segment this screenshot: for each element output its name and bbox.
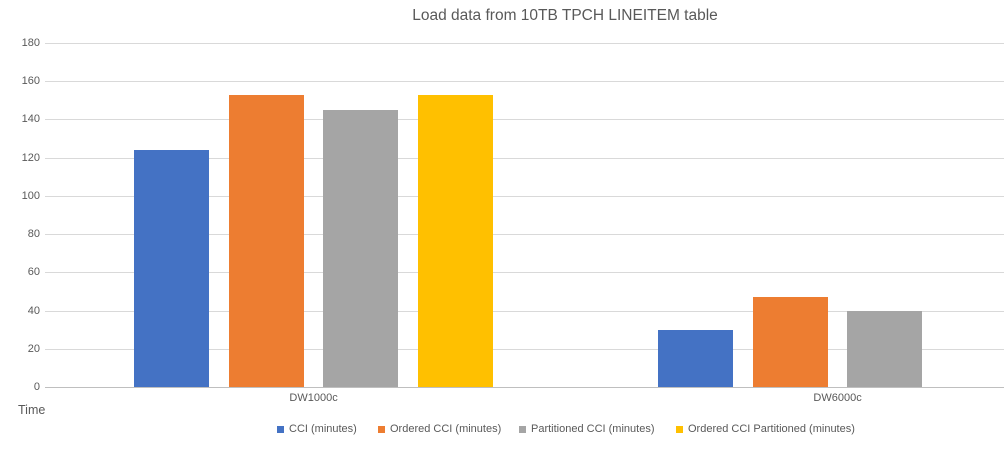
gridline-60: [45, 272, 1004, 274]
bar-DW6000c-ordered-cci-minutes-: [752, 297, 828, 387]
y-tick-label-140: 140: [21, 113, 40, 126]
gridline-160: [45, 81, 1004, 83]
legend-label: Partitioned CCI (minutes): [531, 423, 655, 435]
category-label-DW6000c: DW6000c: [813, 392, 862, 404]
gridline-40: [45, 310, 1004, 312]
y-tick-label-120: 120: [21, 151, 40, 164]
category-label-DW1000c: DW1000c: [289, 392, 338, 404]
y-tick-label-160: 160: [21, 75, 40, 88]
y-tick-label-180: 180: [21, 37, 40, 49]
y-axis-title: Time: [18, 403, 46, 417]
legend-marker-icon: [378, 425, 385, 433]
y-tick-label-60: 60: [27, 266, 40, 279]
chart-title: Load data from 10TB TPCH LINEITEM table: [412, 7, 718, 24]
legend-marker-icon: [676, 425, 683, 433]
legend-label: Ordered CCI Partitioned (minutes): [688, 423, 855, 435]
bar-DW1000c-ordered-cci-minutes-: [228, 94, 304, 387]
legend-item-1: CCI (minutes): [277, 421, 357, 437]
x-axis-line: [45, 387, 1004, 388]
bar-DW1000c-cci-minutes-: [134, 150, 209, 387]
y-tick-label-100: 100: [21, 189, 40, 202]
gridline-80: [45, 234, 1004, 236]
gridline-140: [45, 119, 1004, 121]
y-tick-label-20: 20: [27, 342, 40, 355]
legend-item-3: Partitioned CCI (minutes): [519, 421, 655, 437]
gridline-20: [45, 348, 1004, 350]
gridline-100: [45, 195, 1004, 197]
gridline-180: [45, 43, 1004, 44]
legend-marker-icon: [519, 425, 526, 433]
legend-label: Ordered CCI (minutes): [390, 423, 502, 435]
y-tick-label-0: 0: [33, 381, 40, 393]
legend-item-2: Ordered CCI (minutes): [378, 421, 501, 437]
gridline-120: [45, 157, 1004, 159]
bar-DW1000c-partitioned-cci-minutes-: [323, 109, 399, 387]
legend-marker-icon: [277, 425, 284, 433]
y-tick-label-80: 80: [27, 228, 40, 241]
legend-item-4: Ordered CCI Partitioned (minutes): [676, 421, 855, 437]
bar-DW6000c-partitioned-cci-minutes-: [847, 310, 923, 387]
bar-DW6000c-cci-minutes-: [658, 329, 733, 387]
bar-DW1000c-ordered-cci-partitioned-minutes-: [418, 94, 494, 387]
legend-label: CCI (minutes): [289, 423, 357, 435]
y-tick-label-40: 40: [27, 304, 40, 317]
